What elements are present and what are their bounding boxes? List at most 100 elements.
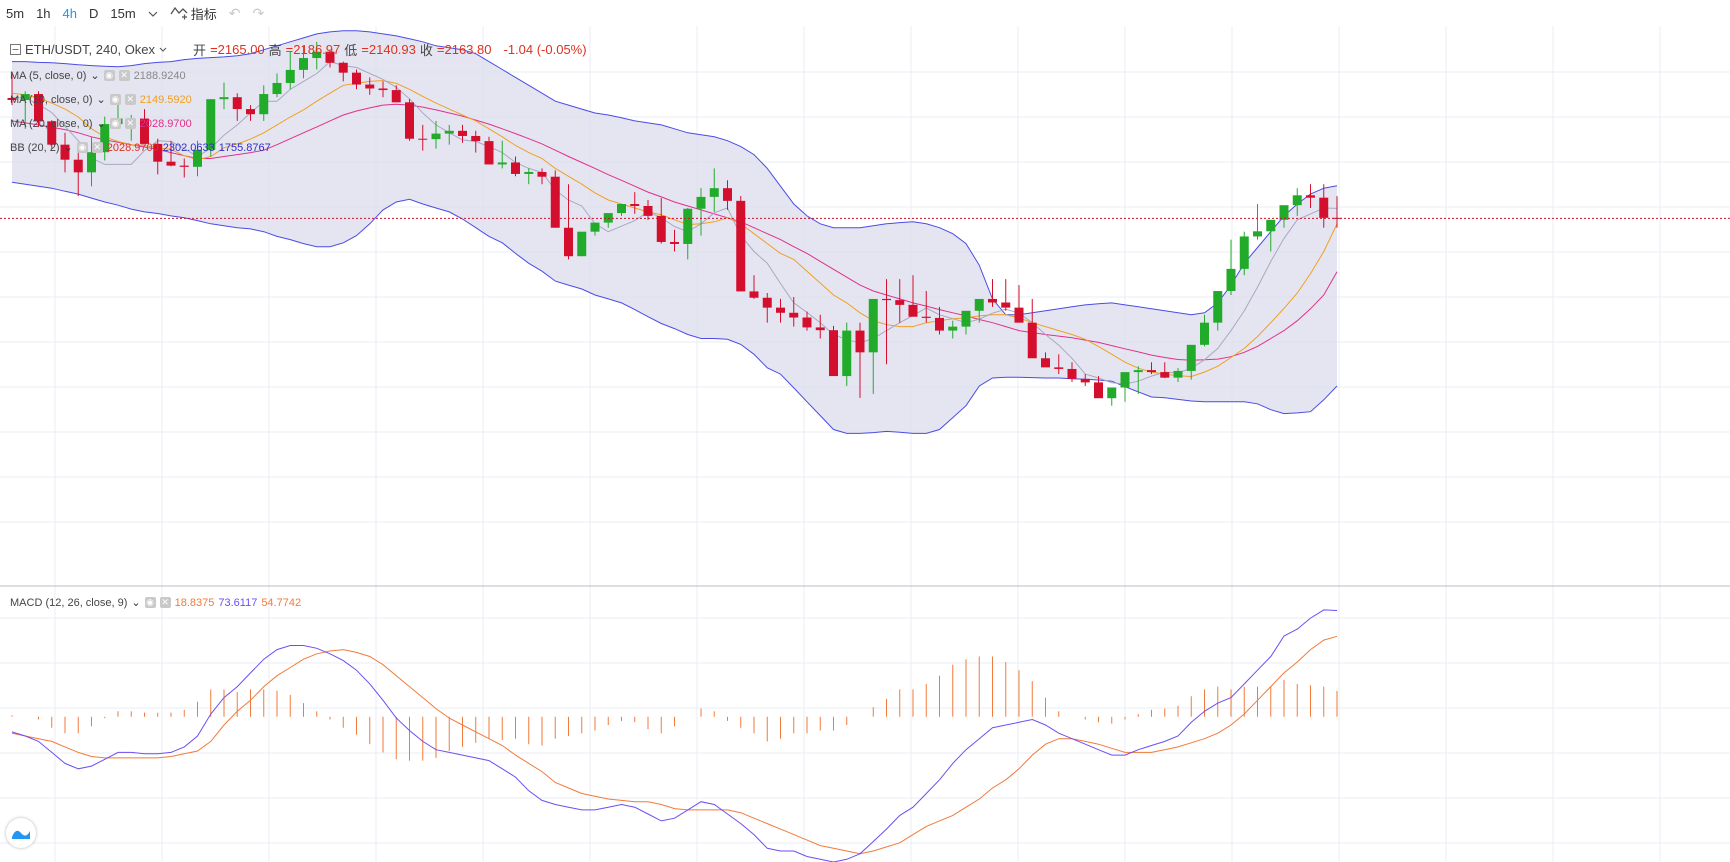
bb-lower-value: 1755.8767 bbox=[218, 141, 271, 154]
candle-body bbox=[617, 204, 626, 214]
chevron-down-icon[interactable] bbox=[142, 6, 164, 21]
candle bbox=[497, 140, 507, 169]
interval-5m[interactable]: 5m bbox=[6, 5, 25, 21]
candle bbox=[140, 109, 149, 144]
chevron-down-icon[interactable]: ⌄ bbox=[96, 94, 106, 106]
close-icon[interactable]: ✕ bbox=[124, 94, 136, 105]
candle-body bbox=[749, 291, 759, 298]
eye-icon[interactable]: ◉ bbox=[109, 118, 121, 129]
eye-icon[interactable]: ◉ bbox=[103, 70, 115, 81]
redo-icon[interactable]: ↷ bbox=[252, 4, 265, 21]
candle bbox=[179, 158, 189, 178]
candle-body bbox=[577, 231, 587, 257]
candle bbox=[219, 82, 229, 110]
candle-body bbox=[762, 297, 772, 308]
candle-body bbox=[696, 196, 706, 209]
candle bbox=[1054, 354, 1064, 375]
candle bbox=[1279, 205, 1289, 228]
chevron-down-icon[interactable]: ⌄ bbox=[96, 118, 106, 130]
low-label: 低 bbox=[344, 43, 358, 58]
candle bbox=[524, 168, 534, 185]
close-icon[interactable]: ✕ bbox=[118, 70, 130, 81]
ma20-line bbox=[11, 103, 1338, 361]
candle bbox=[564, 184, 573, 260]
candle-body bbox=[272, 82, 282, 95]
candle bbox=[723, 180, 732, 210]
undo-icon[interactable]: ↶ bbox=[228, 4, 241, 21]
candle-body bbox=[7, 97, 17, 100]
candle bbox=[670, 229, 679, 252]
candle-body bbox=[789, 312, 799, 318]
candle bbox=[935, 306, 944, 335]
candle-body bbox=[206, 99, 216, 150]
candle-body bbox=[471, 135, 481, 142]
candle bbox=[1094, 376, 1103, 399]
candle bbox=[709, 168, 719, 212]
candle-body bbox=[1107, 387, 1117, 399]
close-icon[interactable]: ✕ bbox=[159, 597, 171, 608]
candle bbox=[246, 105, 255, 121]
ma5-legend[interactable]: MA (5, close, 0) ⌄ ◉ ✕ 2188.9240 bbox=[10, 69, 186, 83]
tradingview-logo-icon[interactable] bbox=[6, 818, 36, 848]
candle-body bbox=[1054, 367, 1064, 369]
candle bbox=[1186, 344, 1196, 380]
candle-body bbox=[1014, 307, 1024, 323]
macd-legend[interactable]: MACD (12, 26, close, 9) ⌄ ◉ ✕ 18.8375 73.… bbox=[10, 596, 301, 610]
interval-15m[interactable]: 15m bbox=[110, 5, 136, 21]
ma10-legend[interactable]: MA (10, close, 0) ⌄ ◉ ✕ 2149.5920 bbox=[10, 93, 192, 107]
candle bbox=[908, 275, 918, 317]
bb-legend[interactable]: BB (20, 2) ⌄ ◉ ✕ 2028.9700 2302.0633 1755… bbox=[10, 141, 271, 155]
candle-body bbox=[723, 188, 732, 201]
close-icon[interactable]: ✕ bbox=[124, 118, 136, 129]
eye-icon[interactable]: ◉ bbox=[109, 94, 121, 105]
candle bbox=[630, 192, 640, 214]
candle-body bbox=[524, 171, 534, 174]
macd-hist-value: 18.8375 bbox=[174, 596, 215, 609]
candle bbox=[431, 120, 441, 149]
chevron-down-icon[interactable]: ⌄ bbox=[131, 597, 141, 609]
candle-body bbox=[20, 94, 30, 100]
candle-body bbox=[1253, 231, 1262, 237]
candle-body bbox=[34, 94, 43, 122]
candle-body bbox=[1200, 322, 1209, 345]
candle-body bbox=[325, 51, 335, 63]
candle bbox=[882, 279, 891, 365]
toolbar: 5m 1h 4h D 15m 指标 ↶ ↷ bbox=[0, 0, 1730, 26]
candle bbox=[444, 124, 454, 145]
interval-4h[interactable]: 4h bbox=[62, 5, 77, 21]
candle bbox=[338, 61, 348, 82]
candle-body bbox=[537, 171, 547, 177]
symbol-title[interactable]: ETH/USDT, 240, Okex bbox=[25, 42, 156, 57]
candle-body bbox=[1292, 195, 1302, 206]
candle-body bbox=[855, 330, 865, 353]
ma20-legend[interactable]: MA (20, close, 0) ⌄ ◉ ✕ 2028.9700 bbox=[10, 117, 192, 131]
macd-value: 73.6117 bbox=[218, 596, 258, 609]
candle-body bbox=[179, 165, 189, 167]
candle-body bbox=[656, 215, 666, 242]
chevron-down-icon[interactable]: ⌄ bbox=[90, 70, 100, 82]
candle bbox=[511, 156, 520, 177]
candle bbox=[484, 136, 494, 165]
eye-icon[interactable]: ◉ bbox=[144, 597, 156, 608]
indicators-button[interactable]: 指标 bbox=[164, 4, 223, 23]
candle-body bbox=[1120, 372, 1130, 388]
collapse-icon[interactable] bbox=[10, 44, 21, 55]
candle-body bbox=[736, 200, 746, 292]
close-label: 收 bbox=[419, 43, 433, 58]
ma5-label: MA (5, close, 0) bbox=[10, 69, 87, 82]
eye-icon[interactable]: ◉ bbox=[76, 142, 88, 153]
ma5-value: 2188.9240 bbox=[133, 69, 186, 82]
candle-body bbox=[1213, 291, 1223, 323]
candle-body bbox=[882, 298, 891, 301]
chevron-down-icon[interactable]: ⌄ bbox=[63, 142, 73, 154]
high-value: =2186.97 bbox=[285, 42, 341, 57]
close-icon[interactable]: ✕ bbox=[91, 142, 103, 153]
candle bbox=[696, 188, 706, 236]
ma10-line bbox=[11, 80, 1338, 378]
chevron-down-icon[interactable] bbox=[159, 47, 167, 53]
candle bbox=[948, 320, 958, 339]
interval-1h[interactable]: 1h bbox=[36, 5, 51, 21]
candle bbox=[643, 200, 653, 220]
chart-canvas[interactable] bbox=[0, 26, 1730, 862]
interval-d[interactable]: D bbox=[89, 5, 99, 21]
